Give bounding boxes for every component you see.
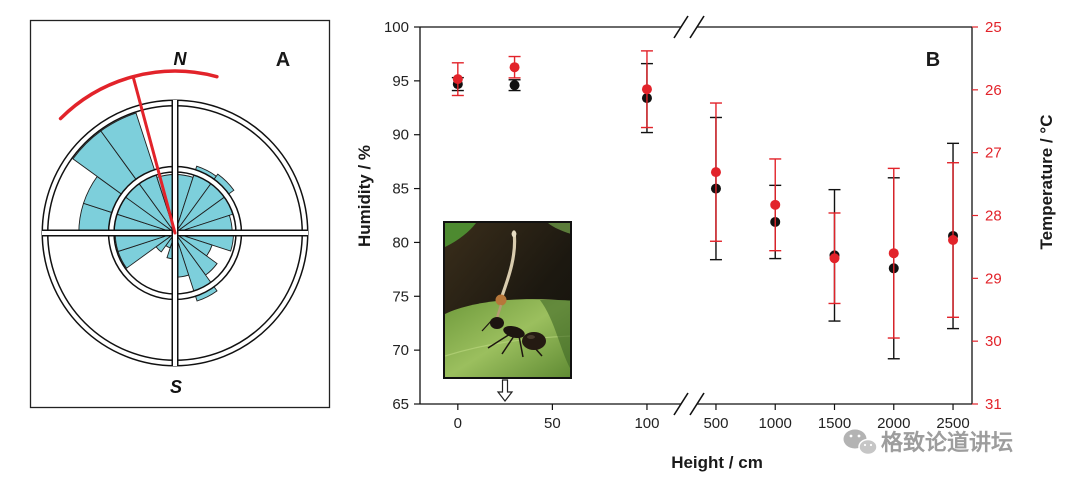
watermark-text: 格致论道讲坛 bbox=[881, 430, 1013, 455]
y2-tick-label: 28 bbox=[985, 208, 1002, 225]
mean-direction-arc bbox=[58, 69, 219, 121]
y2-tick-label: 30 bbox=[985, 333, 1002, 350]
x-tick-label: 100 bbox=[634, 415, 659, 432]
inset-leaf bbox=[548, 223, 570, 234]
y-tick-label: 85 bbox=[392, 181, 409, 198]
temperature-point bbox=[888, 248, 899, 259]
y-tick-label: 95 bbox=[392, 73, 409, 90]
south-label: S bbox=[170, 377, 182, 397]
mean-direction bbox=[58, 69, 219, 235]
temperature-point bbox=[710, 167, 721, 178]
y2-tick-label: 27 bbox=[985, 145, 1002, 162]
panel-a: N S A bbox=[29, 19, 331, 409]
x-tick-label: 1000 bbox=[759, 415, 792, 432]
x-tick-label: 2500 bbox=[936, 415, 969, 432]
rose-petal bbox=[100, 112, 176, 234]
panel-b-label: B bbox=[926, 49, 940, 71]
y2-tick-label: 29 bbox=[985, 270, 1002, 287]
inset-photo bbox=[443, 221, 572, 379]
y2-axis-title: Temperature / °C bbox=[1037, 115, 1056, 250]
temperature-axis-ticks: 25 26 27 28 29 30 31 bbox=[972, 19, 1002, 413]
axis-break-mark bbox=[689, 392, 705, 416]
x-axis-title: Height / cm bbox=[671, 453, 763, 472]
y-tick-label: 80 bbox=[392, 234, 409, 251]
watermark: 格致论道讲坛 bbox=[843, 429, 1013, 456]
panel-a-label: A bbox=[276, 49, 290, 71]
temperature-series bbox=[451, 50, 960, 339]
temperature-point bbox=[948, 235, 959, 246]
temperature-point bbox=[452, 74, 463, 85]
humidity-point bbox=[509, 80, 520, 91]
temperature-point bbox=[509, 62, 520, 73]
x-tick-label: 2000 bbox=[877, 415, 910, 432]
inset-leaf-vein bbox=[445, 335, 570, 357]
rose-petal bbox=[174, 232, 218, 302]
y2-tick-label: 26 bbox=[985, 82, 1002, 99]
x-tick-label: 50 bbox=[544, 415, 561, 432]
humidity-axis-ticks: 65 70 75 80 85 90 95 100 bbox=[384, 19, 420, 413]
height-axis-ticks: 0 50 100 500 1000 1500 2000 2500 bbox=[454, 404, 970, 432]
axis-break-mark bbox=[673, 392, 689, 416]
north-label: N bbox=[174, 49, 188, 69]
wechat-icon bbox=[843, 429, 878, 456]
x-tick-label: 0 bbox=[454, 415, 462, 432]
panel-b: 65 70 75 80 85 90 95 100 25 26 27 28 29 30 31 0 50 100 5… bbox=[355, 15, 1056, 472]
temperature-point bbox=[641, 84, 652, 95]
temperature-point bbox=[770, 199, 781, 210]
x-tick-label: 1500 bbox=[818, 415, 851, 432]
axis-break-mark bbox=[689, 15, 705, 39]
inset-border bbox=[443, 221, 572, 379]
fungal-ball bbox=[495, 294, 507, 306]
y2-tick-label: 31 bbox=[985, 396, 1002, 413]
ant bbox=[481, 317, 546, 358]
inset-leaf-shade bbox=[540, 300, 570, 368]
panel-a-border bbox=[29, 19, 331, 409]
y2-tick-label: 25 bbox=[985, 19, 1002, 36]
fungal-stalk bbox=[500, 230, 517, 298]
fungal-stalk-tip bbox=[511, 230, 517, 238]
y-tick-label: 90 bbox=[392, 127, 409, 144]
y-axis-title: Humidity / % bbox=[355, 145, 374, 247]
y-tick-label: 75 bbox=[392, 288, 409, 305]
inset-leaf bbox=[445, 299, 570, 377]
down-arrow-icon bbox=[496, 379, 514, 402]
y-tick-label: 100 bbox=[384, 19, 409, 36]
fungal-base-stem bbox=[495, 304, 503, 319]
temperature-point bbox=[829, 253, 840, 264]
mean-direction-line bbox=[131, 75, 177, 235]
x-tick-label: 500 bbox=[703, 415, 728, 432]
y-tick-label: 65 bbox=[392, 396, 409, 413]
inset-leaf bbox=[445, 223, 476, 247]
data-series bbox=[451, 50, 960, 360]
axis-break-mark bbox=[673, 15, 689, 39]
y-tick-label: 70 bbox=[392, 342, 409, 359]
